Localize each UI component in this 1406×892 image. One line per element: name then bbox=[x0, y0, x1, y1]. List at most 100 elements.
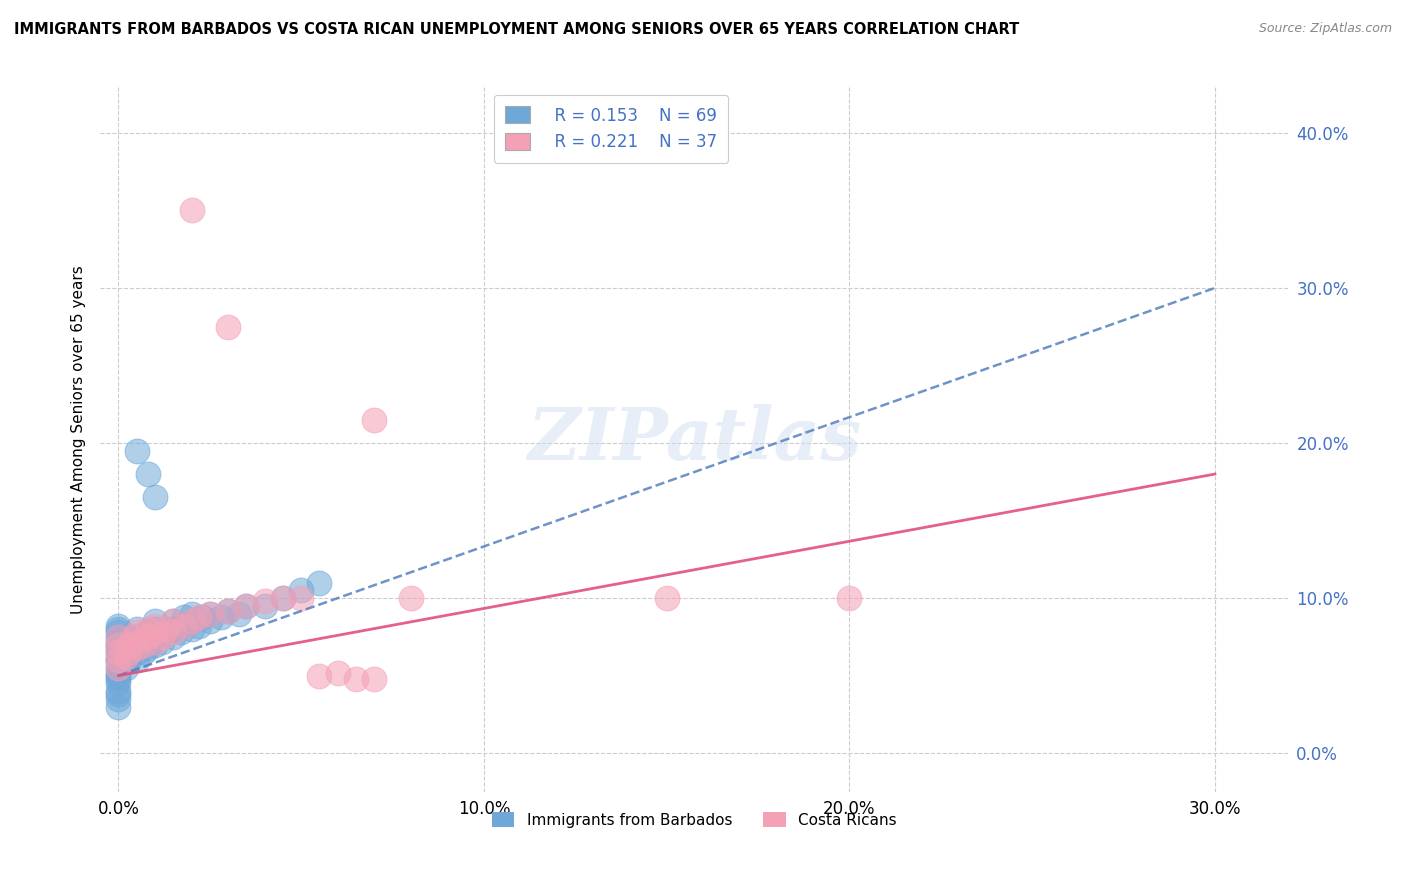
Point bbox=[155, 622, 177, 636]
Point bbox=[107, 699, 129, 714]
Point bbox=[114, 650, 136, 665]
Point bbox=[180, 615, 202, 629]
Point bbox=[162, 615, 184, 629]
Point bbox=[162, 630, 184, 644]
Point bbox=[107, 692, 129, 706]
Point bbox=[180, 607, 202, 621]
Point bbox=[198, 607, 221, 621]
Point bbox=[107, 638, 129, 652]
Point bbox=[187, 609, 209, 624]
Point bbox=[253, 599, 276, 613]
Point bbox=[107, 622, 129, 636]
Point bbox=[107, 665, 129, 680]
Point bbox=[363, 672, 385, 686]
Y-axis label: Unemployment Among Seniors over 65 years: Unemployment Among Seniors over 65 years bbox=[72, 265, 86, 614]
Point bbox=[122, 630, 145, 644]
Point bbox=[114, 653, 136, 667]
Point bbox=[118, 645, 141, 659]
Point bbox=[180, 622, 202, 636]
Point bbox=[162, 615, 184, 629]
Point bbox=[125, 640, 148, 655]
Point bbox=[125, 640, 148, 655]
Point bbox=[107, 653, 129, 667]
Point bbox=[125, 622, 148, 636]
Point bbox=[118, 638, 141, 652]
Point bbox=[136, 630, 159, 644]
Point bbox=[136, 634, 159, 648]
Point bbox=[132, 638, 155, 652]
Point bbox=[655, 591, 678, 606]
Point bbox=[132, 645, 155, 659]
Point bbox=[235, 599, 257, 613]
Point bbox=[107, 668, 129, 682]
Point bbox=[198, 615, 221, 629]
Point bbox=[187, 619, 209, 633]
Point bbox=[162, 622, 184, 636]
Point bbox=[132, 638, 155, 652]
Point bbox=[114, 661, 136, 675]
Point bbox=[143, 491, 166, 505]
Point bbox=[125, 638, 148, 652]
Point bbox=[173, 619, 195, 633]
Point bbox=[107, 645, 129, 659]
Point bbox=[253, 594, 276, 608]
Point bbox=[150, 630, 173, 644]
Point bbox=[162, 625, 184, 640]
Point bbox=[290, 591, 312, 606]
Point bbox=[125, 634, 148, 648]
Point bbox=[228, 607, 250, 621]
Point bbox=[107, 676, 129, 690]
Point bbox=[122, 630, 145, 644]
Point bbox=[209, 609, 232, 624]
Point bbox=[118, 638, 141, 652]
Point bbox=[136, 622, 159, 636]
Point bbox=[155, 622, 177, 636]
Point bbox=[198, 607, 221, 621]
Point bbox=[118, 653, 141, 667]
Point bbox=[143, 619, 166, 633]
Point bbox=[107, 619, 129, 633]
Point bbox=[363, 413, 385, 427]
Point bbox=[308, 575, 330, 590]
Point bbox=[125, 653, 148, 667]
Point bbox=[173, 609, 195, 624]
Point bbox=[107, 630, 129, 644]
Point bbox=[136, 467, 159, 481]
Point bbox=[173, 619, 195, 633]
Text: Source: ZipAtlas.com: Source: ZipAtlas.com bbox=[1258, 22, 1392, 36]
Point bbox=[107, 661, 129, 675]
Point bbox=[107, 657, 129, 671]
Point bbox=[107, 672, 129, 686]
Point bbox=[107, 645, 129, 659]
Point bbox=[107, 653, 129, 667]
Point bbox=[107, 684, 129, 698]
Point bbox=[180, 203, 202, 218]
Point bbox=[217, 319, 239, 334]
Point bbox=[271, 591, 294, 606]
Point bbox=[107, 687, 129, 701]
Legend: Immigrants from Barbados, Costa Ricans: Immigrants from Barbados, Costa Ricans bbox=[485, 805, 903, 834]
Point bbox=[838, 591, 860, 606]
Point bbox=[326, 665, 349, 680]
Point bbox=[143, 625, 166, 640]
Point bbox=[107, 625, 129, 640]
Point bbox=[235, 599, 257, 613]
Point bbox=[308, 668, 330, 682]
Text: ZIPatlas: ZIPatlas bbox=[527, 404, 860, 475]
Point bbox=[143, 634, 166, 648]
Point bbox=[191, 609, 214, 624]
Point bbox=[107, 650, 129, 665]
Point bbox=[180, 615, 202, 629]
Point bbox=[217, 603, 239, 617]
Point bbox=[107, 661, 129, 675]
Text: IMMIGRANTS FROM BARBADOS VS COSTA RICAN UNEMPLOYMENT AMONG SENIORS OVER 65 YEARS: IMMIGRANTS FROM BARBADOS VS COSTA RICAN … bbox=[14, 22, 1019, 37]
Point bbox=[107, 640, 129, 655]
Point bbox=[143, 630, 166, 644]
Point bbox=[107, 634, 129, 648]
Point bbox=[271, 591, 294, 606]
Point bbox=[136, 625, 159, 640]
Point bbox=[143, 622, 166, 636]
Point bbox=[136, 640, 159, 655]
Point bbox=[150, 625, 173, 640]
Point bbox=[143, 638, 166, 652]
